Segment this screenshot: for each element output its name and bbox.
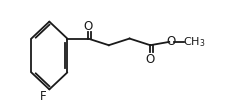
Text: O: O bbox=[145, 52, 154, 65]
Text: CH$_3$: CH$_3$ bbox=[183, 35, 205, 48]
Text: F: F bbox=[40, 89, 46, 102]
Text: O: O bbox=[83, 20, 92, 33]
Text: O: O bbox=[166, 35, 175, 48]
